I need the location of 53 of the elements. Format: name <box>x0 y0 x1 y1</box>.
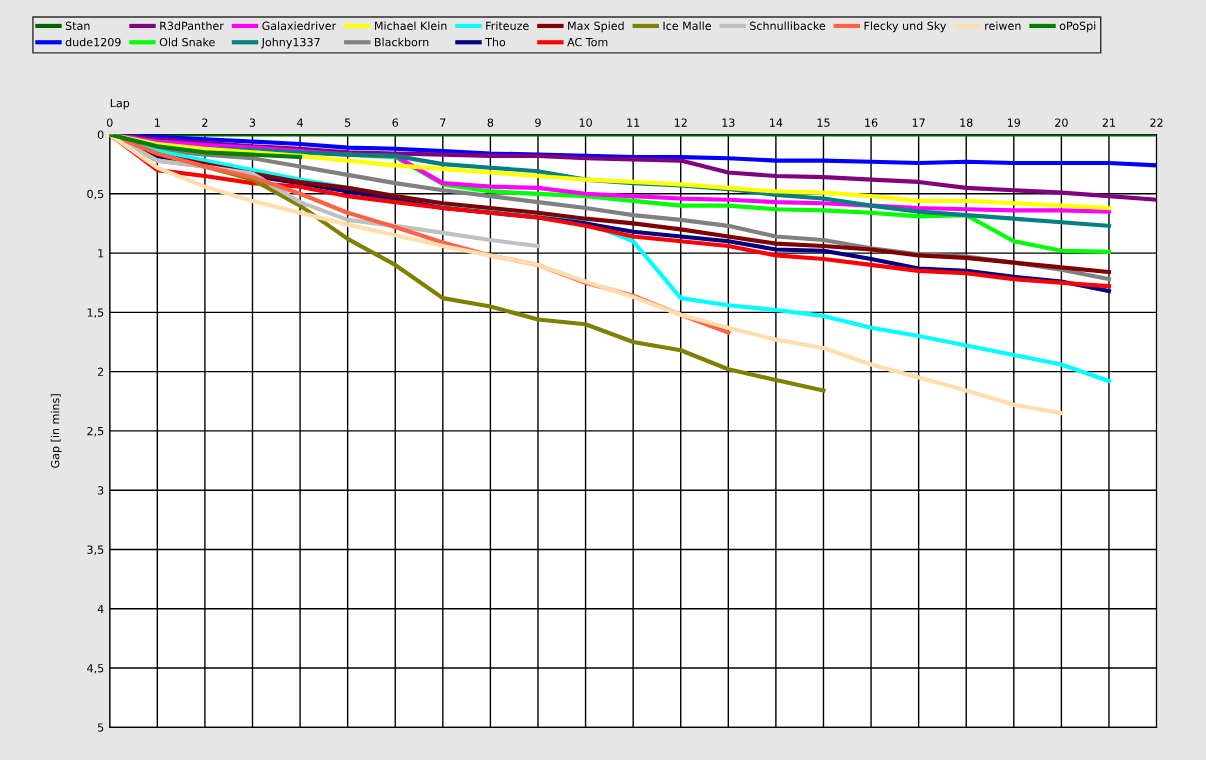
legend-label: Friteuze <box>486 21 529 30</box>
x-tick-label: 16 <box>865 118 878 127</box>
x-tick-label: 15 <box>817 118 830 127</box>
legend-label: oPoSpi <box>1059 21 1096 33</box>
legend-label: Flecky und Sky <box>864 21 947 33</box>
x-tick-label: 6 <box>392 118 399 127</box>
legend-label: Tho <box>485 37 506 47</box>
x-tick-label: 1 <box>155 118 160 127</box>
legend-label: Michael Klein <box>375 21 447 30</box>
x-tick-label: 10 <box>579 118 592 127</box>
y-tick-label: 1,5 <box>87 308 104 318</box>
x-tick-label: 20 <box>1055 118 1068 127</box>
x-axis-title: Lap <box>110 99 130 110</box>
legend-label: AC Tom <box>567 37 608 47</box>
y-tick-label: 2 <box>97 367 104 376</box>
x-tick-label: 22 <box>1150 118 1163 127</box>
legend-label: Stan <box>65 21 90 30</box>
legend-label: Galaxiedriver <box>262 21 337 30</box>
y-tick-label: 0,5 <box>87 189 104 200</box>
x-tick-label: 12 <box>674 118 687 127</box>
x-tick-label: 13 <box>722 118 735 127</box>
x-tick-label: 3 <box>249 118 256 127</box>
y-tick-label: 3,5 <box>87 545 104 555</box>
x-tick-label: 21 <box>1102 118 1116 127</box>
x-tick-label: 17 <box>912 118 925 127</box>
y-tick-label: 4 <box>97 604 104 613</box>
x-tick-label: 5 <box>344 118 351 127</box>
y-tick-label: 3 <box>97 486 104 495</box>
legend-label: Ice Malle <box>663 21 711 30</box>
legend-label: Schnullibacke <box>750 21 826 30</box>
x-tick-label: 8 <box>487 118 494 127</box>
y-tick-label: 2,5 <box>87 426 104 437</box>
y-tick-label: 4,5 <box>87 664 104 674</box>
legend-label: Blackborn <box>375 37 429 47</box>
y-tick-label: 0 <box>97 130 104 139</box>
x-tick-label: 11 <box>627 118 640 127</box>
x-tick-label: 0 <box>106 118 113 127</box>
y-tick-label: 1 <box>98 249 104 258</box>
legend-label: Max Spied <box>568 21 624 33</box>
legend-label: Johny1337 <box>261 37 320 49</box>
legend-label: reiwen <box>985 21 1021 30</box>
legend-label: R3dPanther <box>160 21 224 30</box>
x-tick-label: 18 <box>960 118 973 127</box>
y-tick-label: 5 <box>97 723 104 732</box>
x-tick-label: 19 <box>1007 118 1021 127</box>
x-tick-label: 14 <box>770 118 783 127</box>
x-tick-label: 7 <box>440 118 446 127</box>
legend-label: dude1209 <box>65 37 121 47</box>
x-tick-label: 9 <box>535 118 541 127</box>
legend-label: Old Snake <box>159 37 215 47</box>
x-tick-label: 2 <box>202 118 208 127</box>
y-axis-title: Gap [in mins] <box>50 394 62 468</box>
x-tick-label: 4 <box>297 118 303 127</box>
